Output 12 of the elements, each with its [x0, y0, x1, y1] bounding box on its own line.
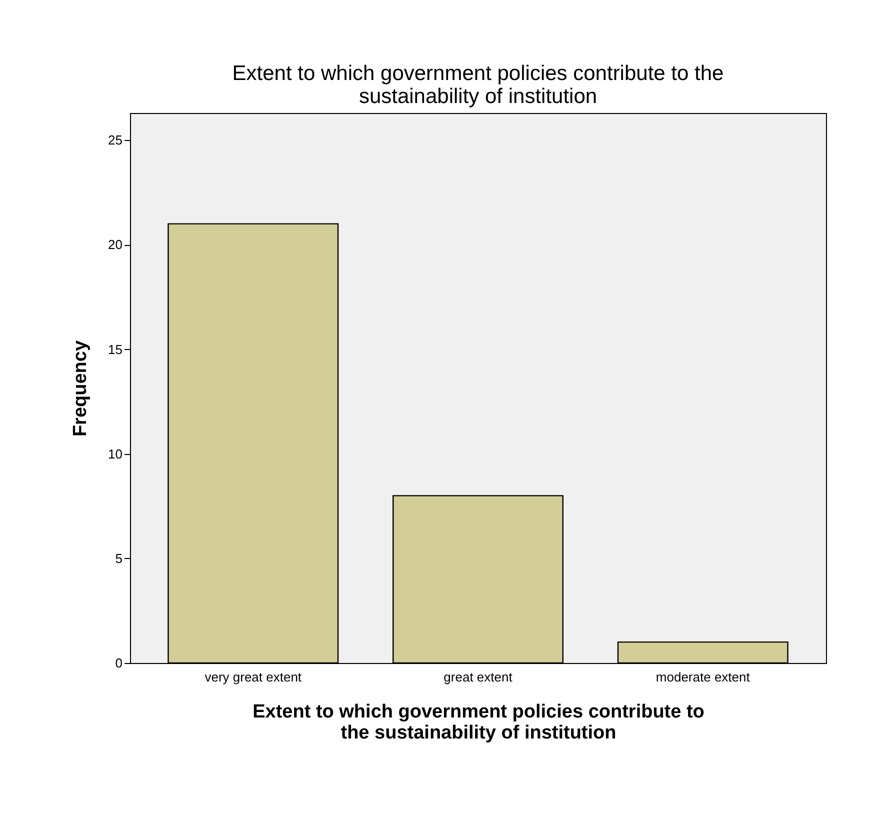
- y-tick-label: 15: [108, 342, 122, 357]
- y-tick-label: 25: [108, 132, 122, 148]
- y-tick-label: 0: [115, 656, 122, 670]
- x-tick-label: great extent: [444, 670, 513, 684]
- chart-title: Extent to which government policies contribute to the sustainability of institution: [232, 62, 724, 108]
- x-axis-title: Extent to which government policies contribute to the sustainability of institution: [252, 702, 704, 744]
- y-tick-label: 10: [108, 446, 122, 462]
- x-tick-label: very great extent: [204, 670, 302, 684]
- y-tick-label: 5: [115, 550, 122, 566]
- x-tick-label: moderate extent: [656, 670, 750, 684]
- y-tick-label: 20: [108, 237, 122, 252]
- y-axis-title: Frequency: [70, 340, 92, 437]
